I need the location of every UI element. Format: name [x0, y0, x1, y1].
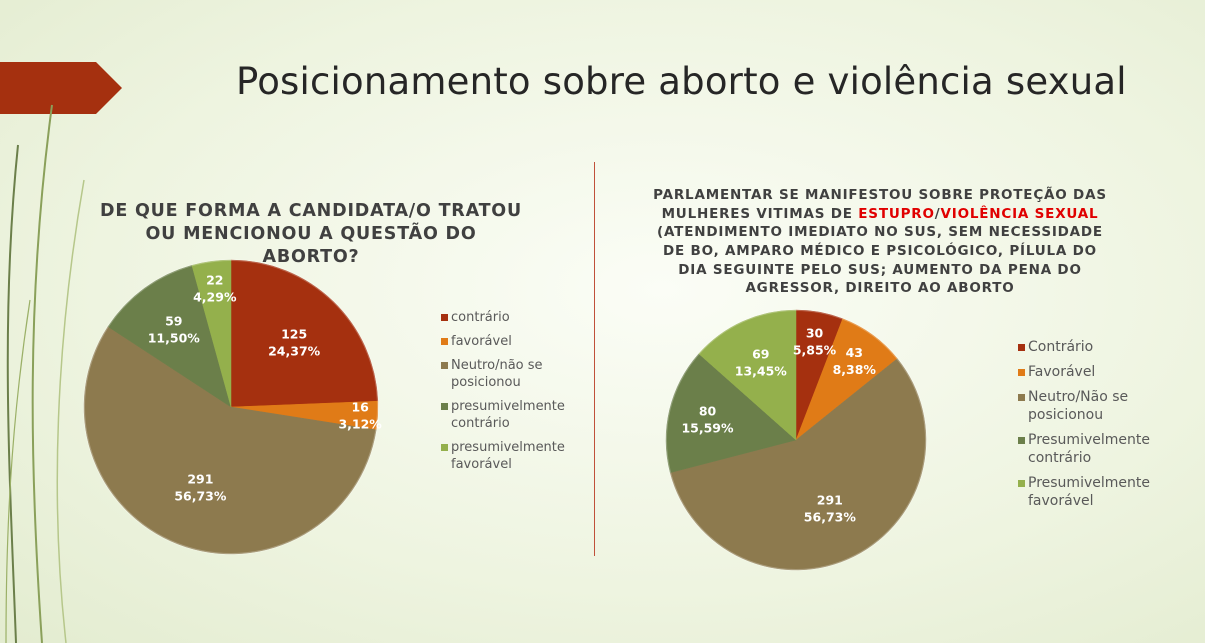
- legend1-item-favoravel: favorável: [441, 333, 571, 350]
- chart-2-title-slash: /: [934, 205, 941, 222]
- pie2-percent-label-contrario: 5,85%: [793, 342, 837, 357]
- pie1-percent-label-presumivelmente-contrario: 11,50%: [148, 331, 201, 346]
- pie2-slice-presumivelmente-contrario: [665, 353, 797, 473]
- pie1-value-label-presumivelmente-contrario: 59: [165, 314, 182, 329]
- legend2-item-presumivelmente-favoravel: Presumivelmente favorável: [1018, 474, 1163, 510]
- legend1-swatch-favoravel: [441, 338, 448, 345]
- chart-2-title-line2: MULHERES VITIMAS DE: [661, 205, 859, 222]
- pie2-rim: [665, 309, 927, 571]
- legend1-label-presumivelmente-contrario: presumivelmente contrário: [451, 399, 565, 431]
- legend1-label-presumivelmente-favoravel: presumivelmente favorável: [451, 440, 565, 472]
- legend2-label-favoravel: Favorável: [1028, 364, 1096, 380]
- pie1-percent-label-contrario: 24,37%: [268, 343, 321, 358]
- legend2-swatch-presumivelmente-favoravel: [1018, 480, 1025, 487]
- pie1-percent-label-neutro: 56,73%: [174, 489, 227, 504]
- pie1-value-label-presumivelmente-favoravel: 22: [206, 273, 223, 288]
- legend1-label-contrario: contrário: [451, 310, 510, 325]
- legend2-label-presumivelmente-favoravel: Presumivelmente favorável: [1028, 475, 1150, 509]
- pie1-percent-label-presumivelmente-favoravel: 4,29%: [193, 290, 237, 305]
- pie2-slice-neutro: [669, 358, 927, 571]
- legend1-swatch-presumivelmente-favoravel: [441, 444, 448, 451]
- legend2-swatch-favoravel: [1018, 369, 1025, 376]
- legend1-label-neutro: Neutro/não se posicionou: [451, 358, 543, 390]
- legend2-swatch-presumivelmente-contrario: [1018, 437, 1025, 444]
- legend2-swatch-contrario: [1018, 344, 1025, 351]
- legend1-item-presumivelmente-contrario: presumivelmente contrário: [441, 398, 571, 432]
- pie2-percent-label-favoravel: 8,38%: [833, 362, 877, 377]
- chart-2-title-estupro: ESTUPRO: [858, 205, 935, 222]
- chart-2-title-violencia: VIOLÊNCIA SEXUAL: [940, 205, 1099, 222]
- pie1-value-label-neutro: 291: [187, 472, 213, 487]
- legend-chart-2: Contrário Favorável Neutro/Não se posicion…: [1018, 338, 1163, 517]
- legend2-label-neutro: Neutro/Não se posicionou: [1028, 389, 1129, 423]
- slide-title: Posicionamento sobre aborto e violência …: [236, 60, 1127, 103]
- pie2-value-label-presumivelmente-contrario: 80: [699, 404, 717, 419]
- legend1-item-presumivelmente-favoravel: presumivelmente favorável: [441, 439, 571, 473]
- title-accent-ribbon: [0, 62, 122, 114]
- pie1-rim: [83, 259, 379, 555]
- pie2-percent-label-neutro: 56,73%: [804, 509, 857, 524]
- chart-2-title: PARLAMENTAR SE MANIFESTOU SOBRE PROTEÇÃO…: [646, 186, 1114, 298]
- pie2-percent-label-presumivelmente-contrario: 15,59%: [681, 421, 734, 436]
- pie2-slice-presumivelmente-favoravel: [698, 309, 797, 441]
- legend2-item-neutro: Neutro/Não se posicionou: [1018, 388, 1163, 424]
- legend1-label-favoravel: favorável: [451, 334, 512, 349]
- decorative-stems: [5, 104, 85, 643]
- pie1-slice-contrario: [230, 259, 379, 408]
- legend2-label-presumivelmente-contrario: Presumivelmente contrário: [1028, 432, 1150, 466]
- pie1-value-label-contrario: 125: [281, 326, 307, 341]
- pie1-slice-neutro: [83, 326, 377, 555]
- pie1-slice-presumivelmente-favoravel: [191, 259, 232, 408]
- legend2-label-contrario: Contrário: [1028, 339, 1094, 355]
- pie1-slice-presumivelmente-contrario: [107, 264, 232, 408]
- legend-chart-1: contrário favorável Neutro/não se posicion…: [441, 309, 571, 480]
- chart-1-title: DE QUE FORMA A CANDIDATA/O TRATOU OU MEN…: [100, 201, 522, 267]
- pie2-value-label-favoravel: 43: [846, 345, 863, 360]
- legend2-item-favoravel: Favorável: [1018, 363, 1163, 381]
- chart-2-title-details: (ATENDIMENTO IMEDIATO NO SUS, SEM NECESS…: [657, 224, 1103, 297]
- pie2-value-label-presumivelmente-favoravel: 69: [752, 347, 769, 362]
- pie1-value-label-favoravel: 16: [351, 400, 369, 415]
- legend1-swatch-contrario: [441, 314, 448, 321]
- legend2-swatch-neutro: [1018, 394, 1025, 401]
- legend1-swatch-presumivelmente-contrario: [441, 403, 448, 410]
- legend1-swatch-neutro: [441, 362, 448, 369]
- legend1-item-contrario: contrário: [441, 309, 571, 326]
- legend1-item-neutro: Neutro/não se posicionou: [441, 357, 571, 391]
- legend2-item-contrario: Contrário: [1018, 338, 1163, 356]
- pie2-percent-label-presumivelmente-favoravel: 13,45%: [735, 364, 788, 379]
- legend2-item-presumivelmente-contrario: Presumivelmente contrário: [1018, 431, 1163, 467]
- pie2-value-label-neutro: 291: [817, 492, 843, 507]
- pie1-percent-label-favoravel: 3,12%: [338, 417, 382, 432]
- pie2-value-label-contrario: 30: [806, 325, 824, 340]
- chart-2-title-line1: PARLAMENTAR SE MANIFESTOU SOBRE PROTEÇÃO…: [653, 187, 1107, 203]
- vertical-divider: [594, 162, 595, 556]
